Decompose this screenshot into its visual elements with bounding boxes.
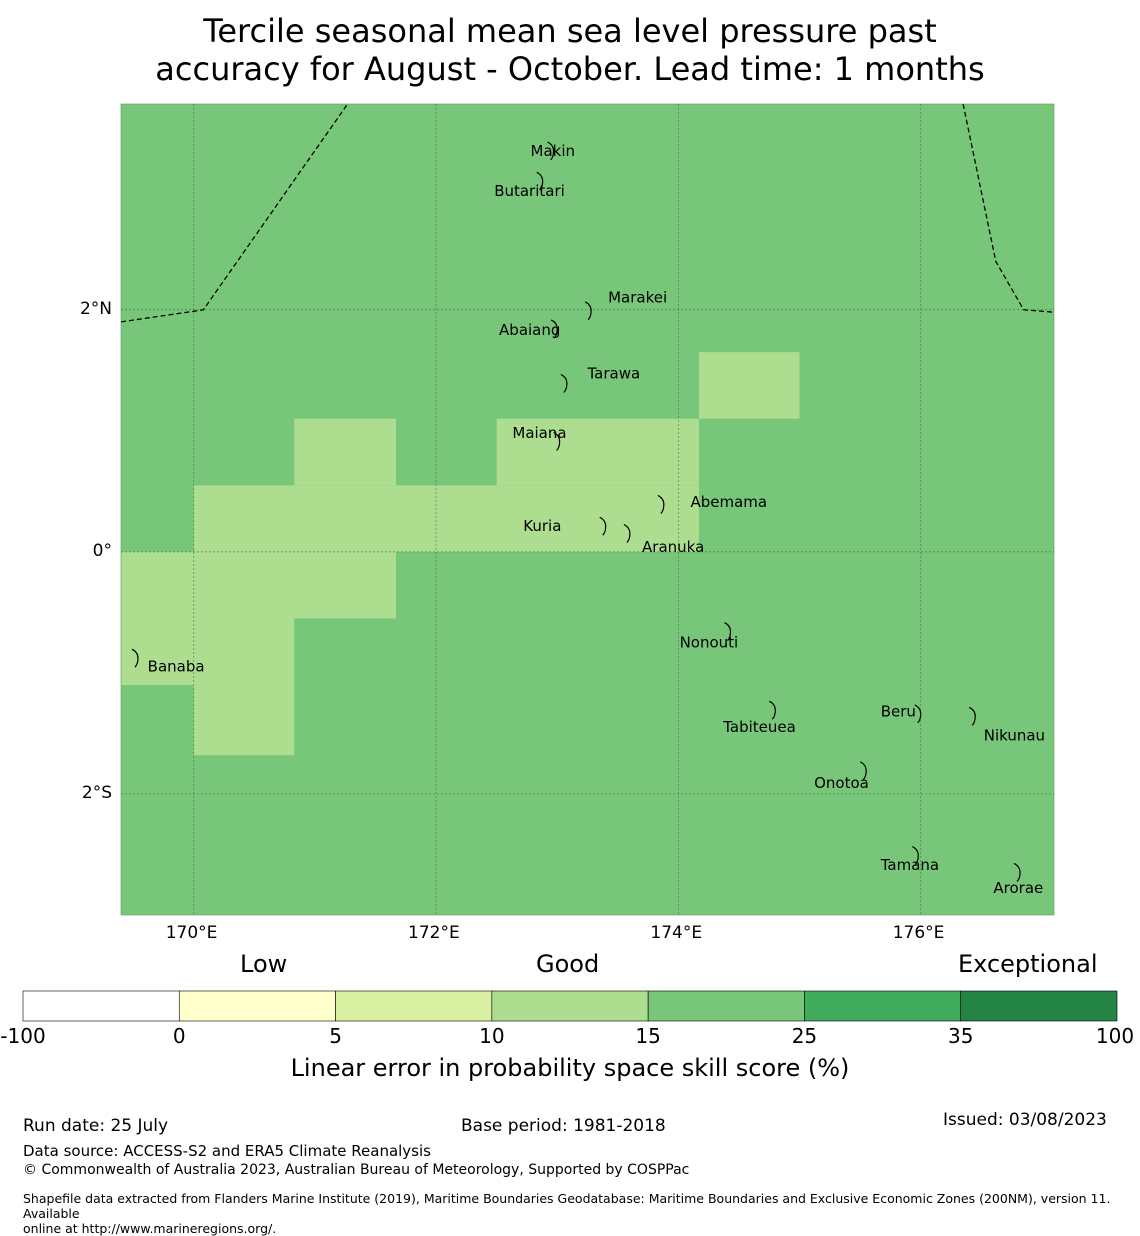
x-tick-label: 172°E [408, 923, 460, 943]
x-tick-label: 170°E [165, 923, 218, 943]
island-outline-nonouti [724, 622, 732, 641]
island-outline-arorae [1013, 862, 1021, 882]
page-title-line-1: Tercile seasonal mean sea level pressure… [203, 12, 937, 50]
island-label-abemama: Abemama [690, 493, 767, 511]
colorbar-label: Linear error in probability space skill … [290, 1054, 850, 1082]
page-title-line-2: accuracy for August - October. Lead time… [155, 50, 985, 88]
data-source: Data source: ACCESS-S2 and ERA5 Climate … [23, 1142, 431, 1160]
base-period: Base period: 1981-2018 [461, 1116, 666, 1136]
island-outline-beru [914, 704, 922, 724]
island-outline-banaba [131, 648, 139, 668]
island-outline-butaritari [536, 171, 544, 191]
island-label-banaba: Banaba [148, 658, 205, 676]
island-outline-makin [547, 141, 555, 161]
island-outline-nikunau [968, 706, 976, 726]
skill-cell-3 [193, 485, 699, 552]
shapefile-note-line-2: online at http://www.marineregions.org/. [23, 1221, 277, 1236]
colorbar-bin-6 [960, 990, 1118, 1022]
legend-category-good: Good [536, 950, 600, 978]
colorbar-bin-1 [178, 990, 336, 1022]
island-outline-marakei [584, 301, 592, 321]
island-label-marakei: Marakei [608, 288, 667, 306]
island-label-arorae: Arorae [993, 879, 1043, 897]
colorbar-tick: 35 [947, 1024, 974, 1048]
colorbar-bin-3 [491, 990, 649, 1022]
island-label-onotoa: Onotoa [814, 774, 869, 792]
island-label-makin: Makin [531, 142, 576, 160]
run-date: Run date: 25 July [23, 1116, 169, 1136]
island-label-tamana: Tamana [880, 856, 939, 874]
eez-boundary-east [962, 103, 1055, 313]
x-tick-label: 174°E [650, 923, 703, 943]
x-tick-label: 176°E [892, 923, 945, 943]
colorbar-tick: 5 [329, 1024, 342, 1048]
island-label-butaritari: Butaritari [494, 182, 565, 200]
island-label-nikunau: Nikunau [984, 727, 1045, 745]
legend-category-low: Low [240, 950, 288, 978]
island-outline-abemama [657, 494, 665, 514]
island-label-maiana: Maiana [512, 424, 566, 442]
y-tick-label: 2°N [79, 298, 112, 319]
skill-cell-0 [698, 352, 800, 419]
island-outline-maiana [553, 431, 561, 451]
shapefile-note: Shapefile data extracted from Flanders M… [23, 1191, 1138, 1236]
eez-boundary-west [120, 103, 349, 323]
island-label-tabiteuea: Tabiteuea [722, 718, 796, 736]
island-label-kuria: Kuria [523, 517, 561, 535]
island-outline-tabiteuea [769, 700, 776, 720]
skill-cell-2 [496, 418, 699, 486]
shapefile-note-line-1: Shapefile data extracted from Flanders M… [23, 1191, 1111, 1221]
y-tick-label: 0° [92, 540, 112, 561]
island-outline-abaiang [550, 319, 558, 339]
island-label-nonouti: Nonouti [680, 633, 739, 651]
issued-date: Issued: 03/08/2023 [943, 1110, 1107, 1130]
island-outline-tarawa [560, 373, 568, 393]
skill-cell-1 [294, 418, 397, 486]
colorbar-tick: 15 [635, 1024, 661, 1048]
legend-category-exceptional: Exceptional [958, 950, 1098, 978]
island-label-beru: Beru [881, 702, 916, 720]
colorbar-bin-5 [804, 990, 962, 1022]
colorbar-tick: 100 [1095, 1024, 1135, 1048]
island-outline-kuria [599, 516, 607, 536]
colorbar-bin-0 [22, 990, 180, 1022]
island-label-abaiang: Abaiang [499, 321, 560, 339]
island-outline-tamana [912, 845, 919, 865]
island-outline-onotoa [859, 761, 867, 781]
colorbar [22, 990, 1118, 1022]
skill-cell-6 [193, 685, 295, 756]
colorbar-tick: 0 [172, 1024, 186, 1048]
island-label-tarawa: Tarawa [587, 365, 641, 383]
y-tick-label: 2°S [81, 782, 112, 803]
skill-cell-4 [121, 551, 397, 619]
island-label-aranuka: Aranuka [642, 538, 704, 556]
copyright: © Commonwealth of Australia 2023, Austra… [23, 1162, 690, 1178]
colorbar-bin-2 [335, 990, 493, 1022]
skill-cell-5 [121, 618, 295, 686]
map-frame [120, 103, 1055, 916]
colorbar-tick: 10 [479, 1024, 505, 1048]
colorbar-tick: -100 [0, 1024, 46, 1048]
colorbar-bin-4 [647, 990, 805, 1022]
island-outline-aranuka [623, 523, 631, 543]
colorbar-tick: 25 [791, 1024, 818, 1048]
